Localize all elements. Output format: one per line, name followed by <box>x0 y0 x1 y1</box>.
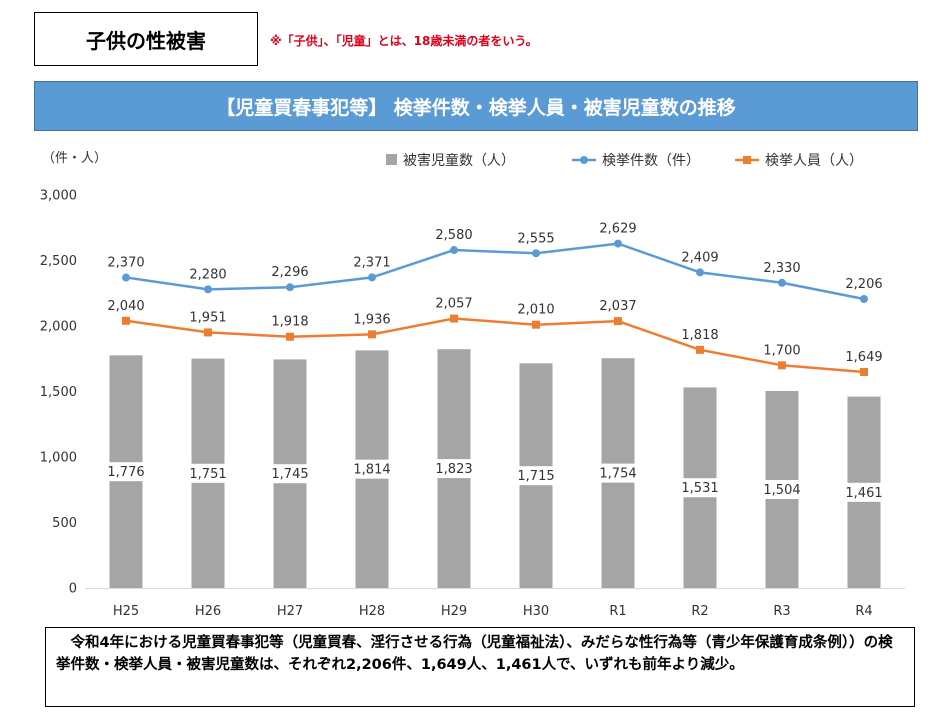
bar-label-background <box>346 459 398 479</box>
bar-label-background <box>756 479 808 499</box>
unit-label: （件・人） <box>42 151 107 166</box>
bar-label-background <box>182 463 234 483</box>
legend-bar-label: 被害児童数（人） <box>403 152 515 169</box>
bar-data-label: 1,814 <box>353 463 390 478</box>
cases-point <box>532 249 540 258</box>
bar-data-label: 1,461 <box>845 486 882 501</box>
persons-point <box>532 320 540 329</box>
x-tick-label: H29 <box>441 604 467 619</box>
cases-point <box>614 239 622 248</box>
y-tick-label: 1,500 <box>40 385 77 400</box>
cases-data-label: 2,206 <box>845 277 882 292</box>
chart-legend: 被害児童数（人） 検挙件数（件） 検挙人員（人） <box>386 152 863 169</box>
persons-data-label: 1,818 <box>681 328 718 343</box>
persons-data-label: 2,010 <box>517 303 554 318</box>
persons-point <box>286 332 294 341</box>
bar-data-label: 1,776 <box>107 465 144 480</box>
persons-data-label: 1,951 <box>189 310 226 325</box>
bar-data-label: 1,751 <box>189 467 226 482</box>
bar-label-background <box>428 459 480 479</box>
cases-point <box>368 273 376 282</box>
x-tick-label: R4 <box>855 604 872 619</box>
legend-persons-label: 検挙人員（人） <box>765 153 863 169</box>
persons-point <box>614 317 622 326</box>
persons-data-label: 2,057 <box>435 297 472 312</box>
x-axis: H25 H26 H27 H28 H29 H30 R1 R2 R3 R4 <box>113 604 873 619</box>
y-tick-label: 2,000 <box>40 320 77 335</box>
description-box: 令和4年における児童買春事犯等（児童買春、淫行させる行為（児童福祉法）、みだらな… <box>45 627 915 707</box>
cases-point <box>122 273 130 282</box>
persons-point <box>860 367 868 376</box>
cases-point <box>204 285 212 294</box>
legend-persons-marker <box>743 156 751 164</box>
persons-data-label: 2,037 <box>599 299 636 314</box>
persons-point <box>450 314 458 323</box>
y-axis: 0 500 1,000 1,500 2,000 2,500 3,000 <box>40 189 905 597</box>
bar-label-background <box>264 464 316 484</box>
x-tick-label: R1 <box>609 604 626 619</box>
cases-data-label: 2,629 <box>599 222 636 237</box>
y-tick-label: 3,000 <box>40 189 77 204</box>
persons-data-label: 1,700 <box>763 343 800 358</box>
legend-cases-label: 検挙件数（件） <box>602 153 700 169</box>
bar-data-label: 1,715 <box>517 469 554 484</box>
cases-point <box>778 278 786 287</box>
x-tick-label: H30 <box>523 604 549 619</box>
cases-point <box>450 246 458 255</box>
cases-data-label: 2,580 <box>435 228 472 243</box>
chart-title-banner: 【児童買春事犯等】 検挙件数・検挙人員・被害児童数の推移 <box>34 81 918 131</box>
y-tick-label: 2,500 <box>40 254 77 269</box>
bar-label-background <box>100 462 152 482</box>
bar-data-label: 1,754 <box>599 467 636 482</box>
cases-data-label: 2,296 <box>271 265 308 280</box>
cases-data-label: 2,370 <box>107 256 144 271</box>
persons-point <box>204 328 212 337</box>
cases-data-label: 2,330 <box>763 261 800 276</box>
bar-series: 1,776 1,751 1,745 1,814 1,823 1,715 1,754 1,531… <box>100 349 890 588</box>
bar-label-background <box>510 466 562 486</box>
bar-data-label: 1,531 <box>681 481 718 496</box>
description-text: 令和4年における児童買春事犯等（児童買春、淫行させる行為（児童福祉法）、みだらな… <box>56 635 893 673</box>
x-tick-label: R3 <box>773 604 790 619</box>
bar-label-background <box>674 478 726 498</box>
persons-data-label: 1,649 <box>845 350 882 365</box>
x-tick-label: H26 <box>195 604 221 619</box>
persons-point <box>368 330 376 339</box>
persons-line <box>125 317 865 374</box>
cases-data-label: 2,280 <box>189 267 226 282</box>
y-tick-label: 1,000 <box>40 451 77 466</box>
persons-data-label: 1,936 <box>353 312 390 327</box>
cases-point <box>696 268 704 277</box>
cases-data-label: 2,555 <box>517 231 554 246</box>
persons-point <box>122 316 130 325</box>
cases-data-label: 2,371 <box>353 255 390 270</box>
chart: （件・人） 被害児童数（人） 検挙件数（件） 検挙人員（人） 0 500 1,000 1,… <box>40 151 905 619</box>
bar-data-label: 1,745 <box>271 467 308 482</box>
bar-label-background <box>838 482 890 502</box>
persons-point <box>696 345 704 354</box>
section-title: 子供の性被害 <box>34 12 258 66</box>
cases-point <box>860 295 868 304</box>
x-tick-label: R2 <box>691 604 708 619</box>
x-tick-label: H25 <box>113 604 139 619</box>
bar-data-label: 1,504 <box>763 483 800 498</box>
definition-note: ※「子供」、「児童」とは、18歳未満の者をいう。 <box>270 34 538 48</box>
bar-data-label: 1,823 <box>435 462 472 477</box>
cases-data-label: 2,409 <box>681 250 718 265</box>
persons-data-label: 2,040 <box>107 299 144 314</box>
cases-point <box>286 283 294 292</box>
line-series: 2,370 2,280 2,296 2,371 2,580 2,555 2,629 2,409… <box>107 222 883 376</box>
persons-point <box>778 361 786 370</box>
legend-cases-marker <box>580 156 588 164</box>
legend-bar-swatch <box>386 154 397 165</box>
persons-data-label: 1,918 <box>271 315 308 330</box>
cases-line <box>125 242 865 301</box>
x-tick-label: H27 <box>277 604 303 619</box>
y-tick-label: 500 <box>52 516 77 531</box>
bar-label-background <box>592 463 644 483</box>
x-tick-label: H28 <box>359 604 385 619</box>
y-tick-label: 0 <box>69 582 77 597</box>
